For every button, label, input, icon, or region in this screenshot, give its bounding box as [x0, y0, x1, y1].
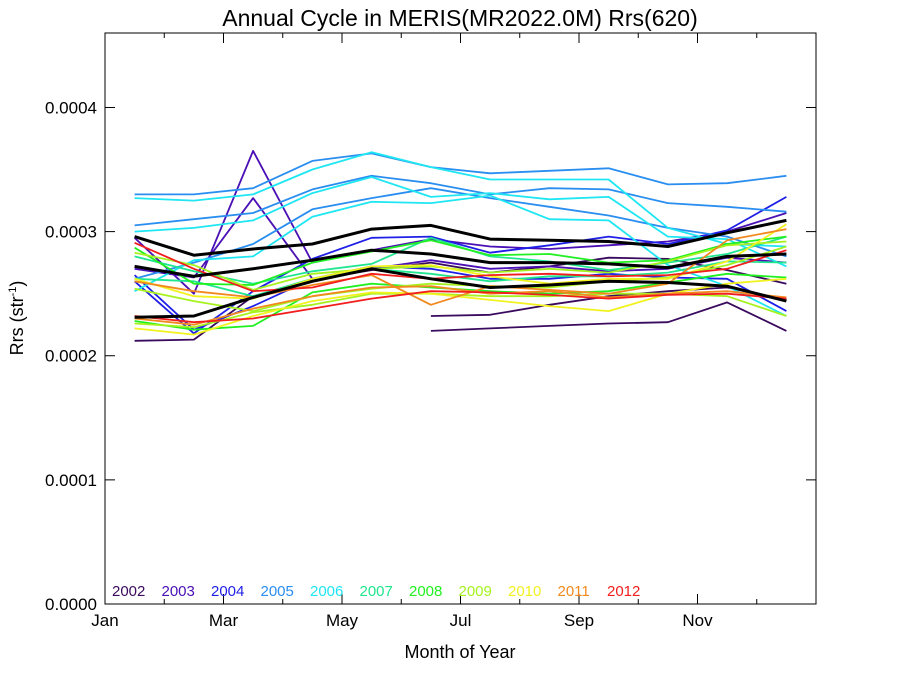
- legend-item-2002: 2002: [112, 583, 145, 600]
- x-tick-label: Nov: [682, 611, 713, 630]
- x-tick-label: Jan: [91, 611, 118, 630]
- x-tick-label: Jul: [450, 611, 472, 630]
- y-tick-label: 0.0003: [45, 223, 97, 242]
- y-axis-label-main: Rrs (str: [7, 296, 27, 355]
- x-axis: Jan Mar May Jul Sep Nov: [91, 33, 758, 630]
- y-tick-label: 0.0000: [45, 595, 97, 614]
- chart-title: Annual Cycle in MERIS(MR2022.0M) Rrs(620…: [222, 5, 698, 31]
- series-line-2012: [134, 241, 787, 293]
- y-axis-label: Rrs (str-1): [7, 281, 27, 356]
- x-tick-label: May: [326, 611, 359, 630]
- legend-item-2010: 2010: [508, 583, 541, 600]
- y-axis-label-close: ): [7, 281, 27, 287]
- legend-item-2006: 2006: [310, 583, 343, 600]
- series-line-overall: [134, 267, 787, 319]
- x-tick-label: Sep: [564, 611, 594, 630]
- series-line-2011: [134, 285, 787, 326]
- y-tick-label: 0.0001: [45, 471, 97, 490]
- legend-item-2004: 2004: [211, 583, 244, 600]
- y-axis: 0.0000 0.0001 0.0002 0.0003 0.0004: [45, 98, 816, 614]
- series-line-2011: [134, 228, 787, 306]
- legend-item-2009: 2009: [459, 583, 492, 600]
- y-axis-label-superscript: -1: [7, 287, 19, 297]
- series-line-2006: [134, 151, 787, 248]
- series-line-2012: [134, 290, 787, 324]
- y-tick-label: 0.0002: [45, 347, 97, 366]
- legend-item-2008: 2008: [409, 583, 442, 600]
- series-line-overall: [134, 248, 787, 278]
- series-line-2005: [134, 174, 787, 227]
- series-line-2006: [134, 194, 787, 317]
- series-line-2005: [134, 187, 787, 280]
- plot-frame: [104, 32, 817, 605]
- x-tick-label: Mar: [209, 611, 239, 630]
- legend-item-2011: 2011: [558, 583, 590, 600]
- series-line-overall: [134, 218, 787, 257]
- legend-item-2007: 2007: [360, 583, 393, 600]
- legend: 2002 2003 2004 2005 2006 2007 2008 2009 2010 2011…: [112, 583, 640, 600]
- y-tick-label: 0.0004: [45, 98, 97, 117]
- series-line-2005: [134, 152, 787, 196]
- series-line-2006: [134, 176, 787, 268]
- series-line-2002: [430, 301, 787, 332]
- series-line-2010: [134, 223, 787, 300]
- series-line-2009: [134, 240, 787, 291]
- legend-item-2003: 2003: [162, 583, 195, 600]
- series-layer: [133, 150, 787, 342]
- legend-item-2005: 2005: [261, 583, 294, 600]
- series-line-2003: [133, 150, 787, 295]
- x-axis-label: Month of Year: [404, 642, 515, 662]
- series-line-2008: [134, 235, 787, 286]
- legend-item-2012: 2012: [607, 583, 640, 600]
